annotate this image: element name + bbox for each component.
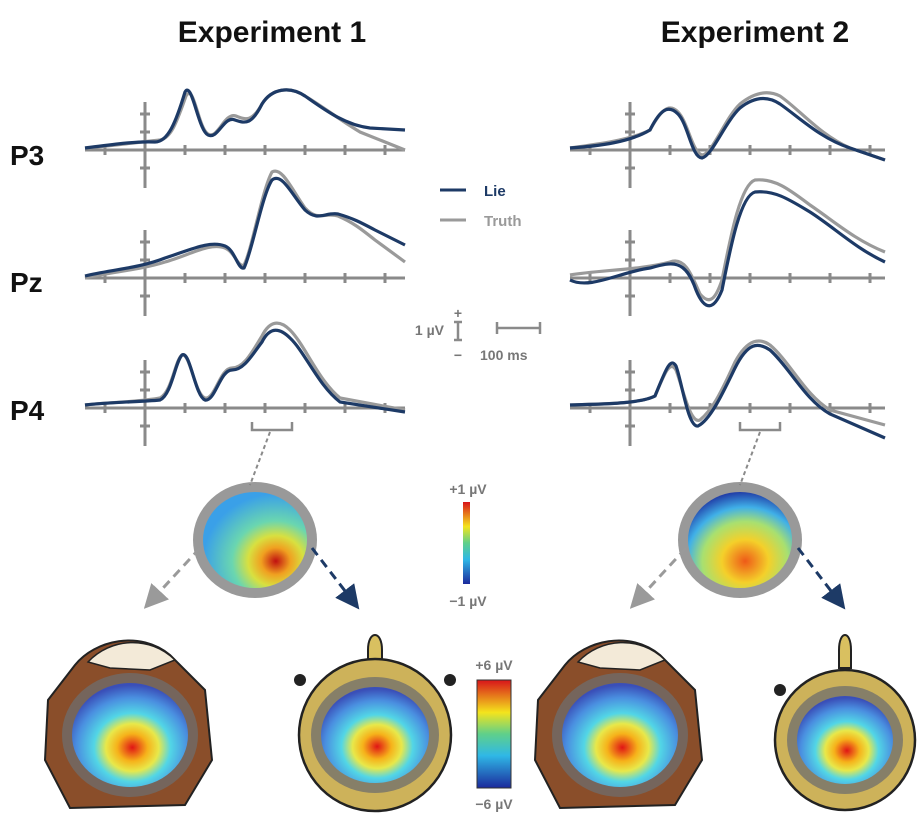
leader bbox=[740, 432, 760, 485]
electrode-label: P4 bbox=[10, 395, 45, 426]
human-head bbox=[294, 635, 456, 811]
lie-wave bbox=[570, 345, 885, 438]
colorbar-top: +1 µV bbox=[449, 481, 487, 497]
colorbar bbox=[463, 502, 470, 584]
leader bbox=[250, 432, 270, 485]
time-bar bbox=[497, 322, 540, 334]
axis bbox=[570, 102, 885, 188]
panel-title: Experiment 1 bbox=[178, 16, 366, 49]
truth-wave bbox=[570, 180, 885, 300]
arrow bbox=[312, 548, 352, 600]
human-head bbox=[774, 635, 915, 810]
truth-wave bbox=[85, 323, 405, 410]
colorbar bbox=[477, 680, 511, 788]
truth-wave bbox=[85, 90, 405, 150]
arrow bbox=[638, 548, 686, 600]
scale-time: 100 ms bbox=[480, 347, 528, 363]
topomap bbox=[678, 482, 802, 598]
window-bracket bbox=[740, 422, 780, 430]
axis bbox=[85, 102, 405, 188]
axis bbox=[570, 230, 885, 316]
electrode-label: P3 bbox=[10, 140, 44, 171]
colorbar-bottom: −1 µV bbox=[449, 593, 487, 609]
scale-voltage: 1 µV bbox=[415, 322, 445, 338]
colorbar-top: +6 µV bbox=[475, 657, 513, 673]
legend-label: Truth bbox=[484, 213, 522, 230]
monkey-head bbox=[535, 641, 702, 808]
axis bbox=[85, 230, 405, 316]
topomap bbox=[193, 482, 317, 598]
arrow bbox=[798, 548, 838, 600]
scale-minus: − bbox=[454, 347, 462, 363]
axes bbox=[85, 102, 885, 446]
panel-title: Experiment 2 bbox=[661, 16, 849, 49]
arrow bbox=[152, 548, 200, 600]
electrode-label: Pz bbox=[10, 267, 43, 298]
voltage-bar bbox=[454, 322, 462, 340]
colorbar-bottom: −6 µV bbox=[475, 796, 513, 812]
window-bracket bbox=[252, 422, 292, 430]
monkey-head bbox=[45, 641, 212, 808]
figure: Experiment 1 Experiment 2 P3 Pz P4 Lie T… bbox=[0, 0, 921, 816]
scale-plus: + bbox=[454, 305, 462, 321]
legend-label: Lie bbox=[484, 183, 506, 200]
